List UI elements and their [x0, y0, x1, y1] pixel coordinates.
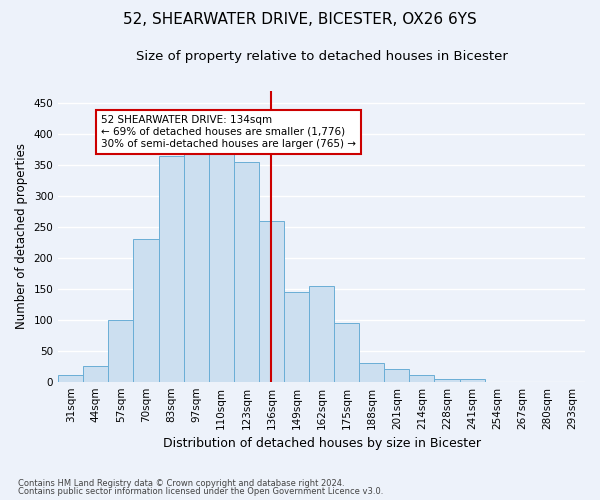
Text: Contains HM Land Registry data © Crown copyright and database right 2024.: Contains HM Land Registry data © Crown c… [18, 478, 344, 488]
Bar [409, 376, 434, 382]
Bar [334, 323, 359, 382]
Text: 52, SHEARWATER DRIVE, BICESTER, OX26 6YS: 52, SHEARWATER DRIVE, BICESTER, OX26 6YS [123, 12, 477, 28]
Bar [158, 156, 184, 382]
Text: 52 SHEARWATER DRIVE: 134sqm
← 69% of detached houses are smaller (1,776)
30% of : 52 SHEARWATER DRIVE: 134sqm ← 69% of det… [101, 116, 356, 148]
Bar [58, 376, 83, 382]
Bar [309, 286, 334, 382]
Bar [460, 378, 485, 382]
Bar [359, 363, 385, 382]
Text: Contains public sector information licensed under the Open Government Licence v3: Contains public sector information licen… [18, 487, 383, 496]
Bar [234, 162, 259, 382]
X-axis label: Distribution of detached houses by size in Bicester: Distribution of detached houses by size … [163, 437, 481, 450]
Bar [109, 320, 133, 382]
Bar [385, 370, 409, 382]
Bar [184, 150, 209, 382]
Y-axis label: Number of detached properties: Number of detached properties [15, 143, 28, 329]
Bar [434, 378, 460, 382]
Bar [259, 220, 284, 382]
Bar [83, 366, 109, 382]
Title: Size of property relative to detached houses in Bicester: Size of property relative to detached ho… [136, 50, 508, 63]
Bar [284, 292, 309, 382]
Bar [209, 150, 234, 382]
Bar [133, 239, 158, 382]
